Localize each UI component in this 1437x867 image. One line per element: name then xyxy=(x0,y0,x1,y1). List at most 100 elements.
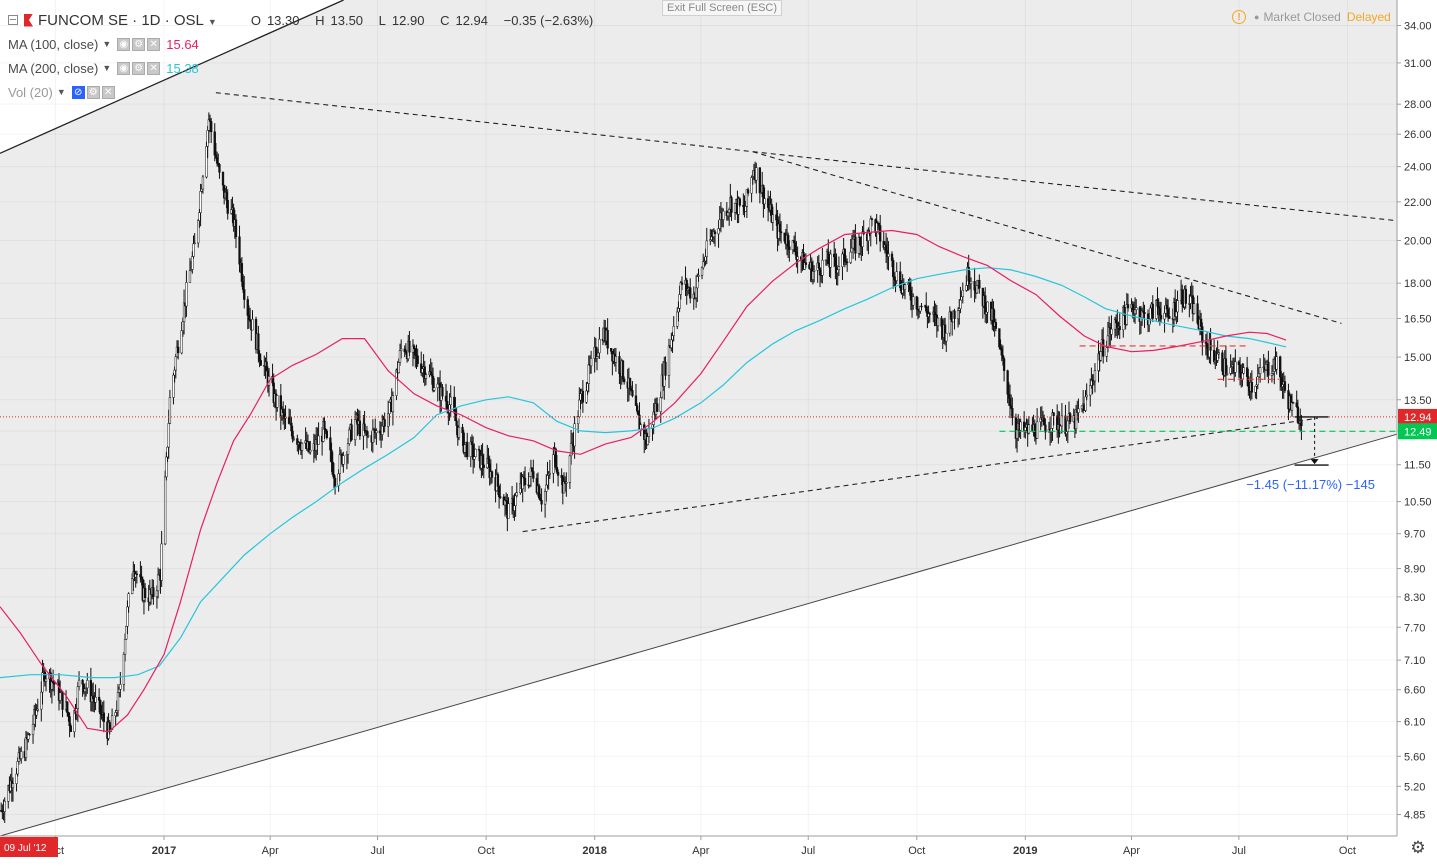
candle-body xyxy=(433,387,436,391)
candle-body xyxy=(579,393,582,401)
candle-body xyxy=(481,455,484,466)
candle-body xyxy=(1010,405,1013,409)
candle-body xyxy=(11,783,15,789)
candle-body xyxy=(672,326,675,336)
time-tick-label: Apr xyxy=(1123,845,1140,857)
candle-body xyxy=(994,322,997,329)
ohlc-values: O 13.30 H 13.50 L 12.90 C 12.94 −0.35 (−2.63… xyxy=(250,12,594,28)
candle-body xyxy=(1077,408,1080,413)
chevron-down-icon[interactable]: ▼ xyxy=(207,16,217,27)
candle-body xyxy=(704,256,707,262)
price-tick-label: 26.00 xyxy=(1404,129,1432,141)
candle-body xyxy=(854,236,857,254)
candle-body xyxy=(174,356,177,371)
candle-body xyxy=(1007,394,1010,399)
candle-body xyxy=(375,430,378,434)
candle-body xyxy=(745,189,749,207)
eye-icon[interactable]: ◉ xyxy=(117,37,131,51)
candle-body xyxy=(309,449,312,453)
price-tick-label: 5.20 xyxy=(1404,781,1425,793)
hidden-eye-icon[interactable]: ⊘ xyxy=(71,85,85,99)
ma100-line[interactable] xyxy=(0,229,1287,733)
candle-body xyxy=(429,371,432,375)
chevron-down-icon[interactable]: ▼ xyxy=(102,39,112,49)
candle-body xyxy=(119,684,122,690)
candle-body xyxy=(3,801,6,812)
market-status-text: Market Closed xyxy=(1263,10,1341,24)
candle-body xyxy=(1279,356,1282,378)
support-price-badge[interactable] xyxy=(1398,423,1437,440)
candle-body xyxy=(292,438,295,440)
candle-body xyxy=(247,315,251,320)
channel-lower-line[interactable] xyxy=(0,433,1398,837)
candle-body xyxy=(700,267,704,276)
close-icon[interactable]: ✕ xyxy=(147,37,161,51)
gear-icon[interactable]: ⚙ xyxy=(86,85,100,99)
candle-body xyxy=(487,458,490,465)
candle-body xyxy=(496,474,500,487)
settings-gear-icon[interactable]: ⚙ xyxy=(1410,838,1426,857)
candle-body xyxy=(35,710,38,716)
candle-body xyxy=(1143,312,1146,315)
eye-icon[interactable]: ◉ xyxy=(117,61,131,75)
gear-icon[interactable]: ⚙ xyxy=(132,37,146,51)
candle-body xyxy=(936,317,940,327)
candle-body xyxy=(956,310,960,319)
ma100-row[interactable]: MA (100, close) ▼ ◉ ⚙ ✕ 15.64 xyxy=(8,32,599,56)
candle-body xyxy=(416,355,419,365)
candle-body xyxy=(213,131,216,156)
candle-body xyxy=(473,456,476,460)
symbol-name[interactable]: FUNCOM SE · 1D · OSL ▼ xyxy=(38,11,217,29)
channel-upper-line[interactable] xyxy=(0,0,344,154)
candle-body xyxy=(66,701,69,713)
candle-body xyxy=(200,188,203,192)
candle-body xyxy=(750,177,753,194)
candle-body xyxy=(455,420,458,426)
candle-body xyxy=(126,606,129,627)
candle-body xyxy=(958,308,961,311)
candle-body xyxy=(330,449,333,463)
volume-row[interactable]: Vol (20) ▼ ⊘ ⚙ ✕ xyxy=(8,80,599,104)
candle-body xyxy=(337,473,340,486)
candle-body xyxy=(1196,303,1199,324)
close-icon[interactable]: ✕ xyxy=(101,85,115,99)
candle-body xyxy=(346,443,350,455)
candle-body xyxy=(1247,376,1250,387)
candle-body xyxy=(1168,315,1171,319)
candle-body xyxy=(276,395,279,408)
time-axis-background xyxy=(0,836,1437,862)
chevron-down-icon[interactable]: ▼ xyxy=(102,63,112,73)
candle-body xyxy=(388,402,391,415)
candle-body xyxy=(1066,420,1069,432)
price-tick-label: 15.00 xyxy=(1404,352,1432,364)
candle-body xyxy=(677,308,680,313)
ma200-row[interactable]: MA (200, close) ▼ ◉ ⚙ ✕ 15.38 xyxy=(8,56,599,80)
triangle-bottom-trendline[interactable] xyxy=(522,417,1318,533)
last-price-badge[interactable] xyxy=(1398,408,1437,425)
candle-body xyxy=(317,435,320,445)
ma200-line[interactable] xyxy=(0,267,1287,679)
candle-body xyxy=(15,773,18,784)
chevron-down-icon[interactable]: ▼ xyxy=(56,87,66,97)
candle-body xyxy=(94,696,97,703)
candle-body xyxy=(879,225,882,242)
candle-body xyxy=(1216,353,1219,361)
candle-body xyxy=(1166,308,1170,317)
warning-icon[interactable]: ! xyxy=(1232,10,1246,24)
candle-body xyxy=(849,251,852,263)
exit-fullscreen-button[interactable]: Exit Full Screen (ESC) xyxy=(662,0,782,16)
candle-body xyxy=(597,352,600,357)
candle-body xyxy=(1242,367,1245,374)
candle-body xyxy=(391,395,395,413)
collapse-legend-icon[interactable] xyxy=(8,15,18,25)
close-icon[interactable]: ✕ xyxy=(147,61,161,75)
candle-body xyxy=(670,339,673,348)
candle-body xyxy=(226,200,229,214)
candle-body xyxy=(664,361,667,376)
candle-body xyxy=(97,696,101,701)
gear-icon[interactable]: ⚙ xyxy=(132,61,146,75)
candle-body xyxy=(358,420,362,437)
time-tick-label: Oct xyxy=(478,845,495,857)
